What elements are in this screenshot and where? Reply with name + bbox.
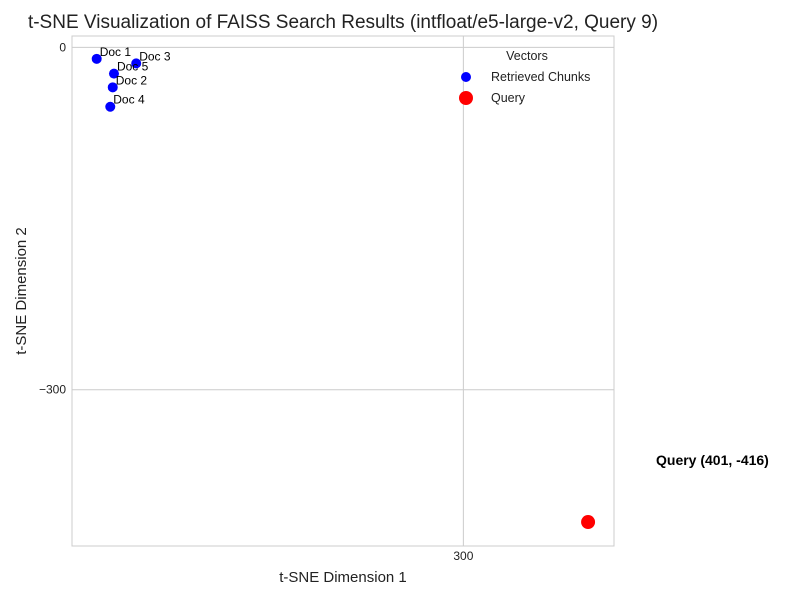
- doc-label: Doc 2: [116, 73, 148, 87]
- legend-title: Vectors: [506, 49, 548, 63]
- x-tick-label: 300: [453, 549, 473, 563]
- x-axis-label: t-SNE Dimension 1: [279, 569, 407, 586]
- query-point: [581, 515, 596, 530]
- legend-marker: [459, 91, 473, 105]
- legend-marker: [461, 72, 471, 82]
- query-annotation: Query (401, -416): [656, 452, 769, 468]
- y-axis-label: t-SNE Dimension 2: [13, 227, 30, 355]
- grid: [72, 36, 614, 546]
- retrieved-chunk-point: [105, 101, 116, 112]
- retrieved-chunk-point: [107, 82, 118, 93]
- tick-labels: 300 0 −300: [39, 40, 474, 563]
- doc-label: Doc 3: [139, 49, 171, 63]
- chart-title: t-SNE Visualization of FAISS Search Resu…: [28, 12, 658, 33]
- plot-area: [71, 35, 615, 547]
- retrieved-chunk-point: [131, 58, 142, 69]
- retrieved-chunk-point: [91, 53, 102, 64]
- y-tick-label: −300: [39, 383, 66, 397]
- legend-entry: Retrieved Chunks: [491, 70, 590, 84]
- doc-label: Doc 1: [100, 45, 132, 59]
- retrieved-chunk-point: [108, 68, 119, 79]
- legend-entry: Query: [491, 91, 526, 105]
- doc-label: Doc 5: [117, 60, 149, 74]
- doc-label: Doc 4: [113, 93, 145, 107]
- legend: Vectors Retrieved Chunks Query: [459, 49, 590, 105]
- y-tick-label: 0: [59, 40, 66, 54]
